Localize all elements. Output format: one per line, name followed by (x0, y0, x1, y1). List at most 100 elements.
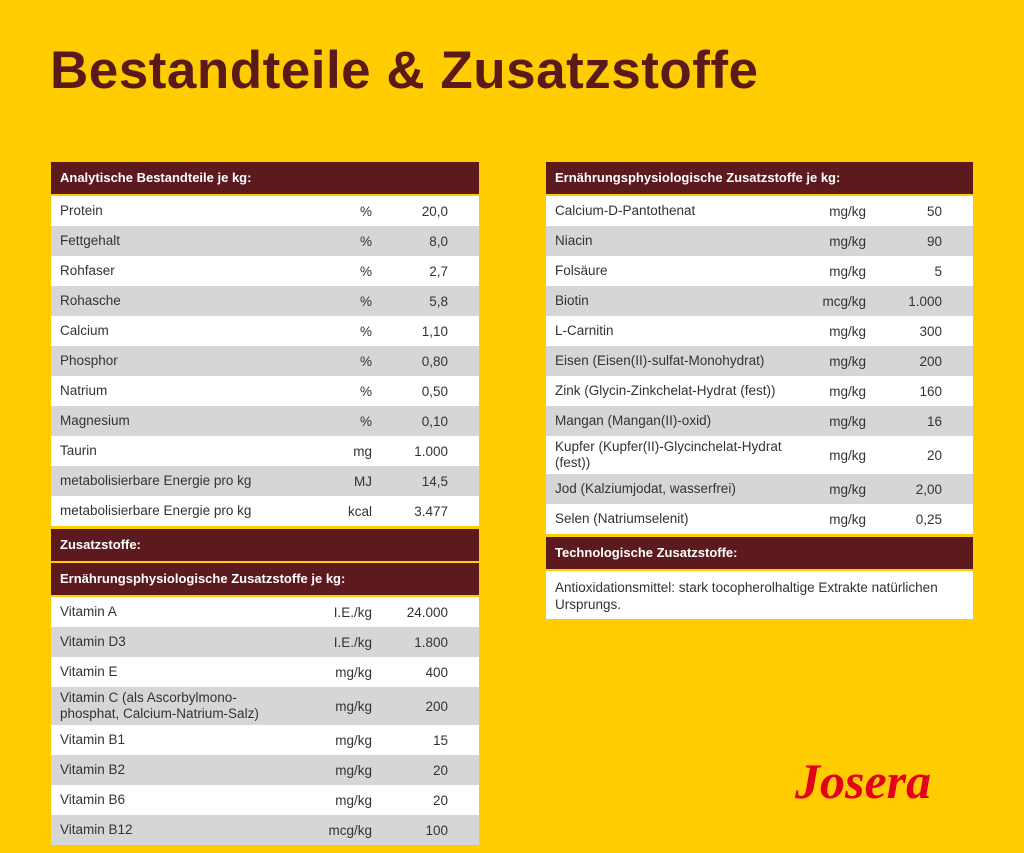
ingredient-name: metabolisierbare Energie pro kg (60, 473, 252, 488)
unit: % (359, 263, 372, 279)
amount: 90 (926, 233, 942, 249)
unit: % (359, 233, 372, 249)
unit: mg/kg (335, 664, 372, 680)
unit: mg/kg (335, 732, 372, 748)
ingredient-name: Vitamin A (60, 604, 117, 619)
unit: % (359, 353, 372, 369)
amount: 0,10 (421, 413, 448, 429)
amount: 2,00 (915, 481, 942, 497)
table-row: Vitamin A I.E./kg 24.000 (51, 597, 479, 627)
unit: % (359, 323, 372, 339)
table-row: metabolisierbare Energie pro kg kcal 3.477 (51, 496, 479, 526)
table-row: Rohfaser% 2,7 (51, 256, 479, 286)
section-header: Technologische Zusatzstoffe: (546, 537, 973, 569)
table-row: Selen (Natriumselenit) mg/kg 0,25 (546, 504, 973, 534)
table-row: Vitamin B12 mcg/kg 100 (51, 815, 479, 845)
amount: 20,0 (421, 203, 448, 219)
unit: mcg/kg (822, 293, 866, 309)
amount: 20 (926, 447, 942, 463)
section-header: Analytische Bestandteile je kg: (51, 162, 479, 194)
table-body: Calcium-D-Pantothenat mg/kg 50 Niacin mg/kg 9… (546, 196, 973, 534)
ingredient-name: Vitamin B2 (60, 762, 126, 777)
ingredient-name: Vitamin E (60, 664, 118, 679)
amount: 8,0 (429, 233, 448, 249)
table-row: Calcium-D-Pantothenat mg/kg 50 (546, 196, 973, 226)
amount: 15 (432, 732, 448, 748)
section-text: Antioxidationsmittel: stark tocopherolha… (546, 571, 973, 619)
table-body: Protein% 20,0 Fettgehalt% 8,0 Rohfaser% 2,7 Ro… (51, 196, 479, 526)
ingredient-name: Jod (Kalziumjodat, wasserfrei) (555, 481, 736, 496)
table-row: Rohasche% 5,8 (51, 286, 479, 316)
table-row: Kupfer (Kupfer(II)-Glycinchelat-Hydrat (… (546, 436, 973, 474)
unit: mg/kg (829, 353, 866, 369)
unit: mg/kg (335, 792, 372, 808)
table-row: L-Carnitin mg/kg 300 (546, 316, 973, 346)
amount: 5,8 (429, 293, 448, 309)
table-row: Phosphor% 0,80 (51, 346, 479, 376)
ingredient-name: Zink (Glycin-Zinkchelat-Hydrat (fest)) (555, 383, 776, 398)
amount: 5 (934, 263, 942, 279)
unit: I.E./kg (333, 604, 372, 620)
ingredient-name: Vitamin C (als Ascorbylmono-phosphat, Ca… (60, 690, 259, 721)
table-row: Vitamin E mg/kg 400 (51, 657, 479, 687)
logo: Josera (795, 753, 932, 809)
section-header: Zusatzstoffe: (51, 529, 479, 561)
amount: 20 (432, 762, 448, 778)
table-body: Vitamin A I.E./kg 24.000 Vitamin D3 I.E./kg 1… (51, 597, 479, 845)
left-column: Analytische Bestandteile je kg: Protein% 2… (51, 162, 479, 845)
table-row: Fettgehalt% 8,0 (51, 226, 479, 256)
unit: mg/kg (335, 698, 372, 714)
unit: I.E./kg (333, 634, 372, 650)
ingredient-name: Eisen (Eisen(II)-sulfat-Monohydrat) (555, 353, 765, 368)
table-row: Natrium% 0,50 (51, 376, 479, 406)
table-row: Eisen (Eisen(II)-sulfat-Monohydrat) mg/kg… (546, 346, 973, 376)
section-header: Ernährungsphysiologische Zusatzstoffe je… (51, 563, 479, 595)
ingredient-name: Vitamin B12 (60, 822, 133, 837)
table-row: Vitamin C (als Ascorbylmono-phosphat, Ca… (51, 687, 479, 725)
ingredient-name: Magnesium (60, 413, 130, 428)
ingredient-name: Mangan (Mangan(II)-oxid) (555, 413, 712, 428)
ingredient-name: Folsäure (555, 263, 608, 278)
unit: % (359, 413, 372, 429)
unit: mg/kg (829, 263, 866, 279)
page-title: Bestandteile & Zusatzstoffe (50, 41, 759, 100)
ingredient-name: metabolisierbare Energie pro kg (60, 503, 252, 518)
section-header: Ernährungsphysiologische Zusatzstoffe je… (546, 162, 973, 194)
unit: % (359, 293, 372, 309)
ingredient-name: Rohasche (60, 293, 121, 308)
ingredient-name: Vitamin B1 (60, 732, 126, 747)
amount: 3.477 (414, 503, 448, 519)
amount: 160 (919, 383, 942, 399)
ingredient-name: Rohfaser (60, 263, 115, 278)
amount: 0,25 (915, 511, 942, 527)
table-row: Calcium% 1,10 (51, 316, 479, 346)
amount: 200 (425, 698, 448, 714)
amount: 20 (432, 792, 448, 808)
table-row: Protein% 20,0 (51, 196, 479, 226)
ingredient-name: Natrium (60, 383, 108, 398)
unit: % (359, 383, 372, 399)
amount: 16 (926, 413, 942, 429)
amount: 2,7 (429, 263, 448, 279)
table-row: metabolisierbare Energie pro kg MJ 14,5 (51, 466, 479, 496)
amount: 24.000 (406, 604, 448, 620)
unit: mg/kg (829, 233, 866, 249)
unit: kcal (347, 503, 372, 519)
amount: 400 (425, 664, 448, 680)
unit: mg (353, 443, 372, 459)
amount: 300 (919, 323, 942, 339)
ingredient-name: Calcium (60, 323, 109, 338)
ingredient-name: Vitamin D3 (60, 634, 126, 649)
amount: 14,5 (421, 473, 448, 489)
ingredient-name: Niacin (555, 233, 593, 248)
table-row: Biotin mcg/kg 1.000 (546, 286, 973, 316)
table-row: Vitamin B1 mg/kg 15 (51, 725, 479, 755)
table-row: Jod (Kalziumjodat, wasserfrei) mg/kg 2,00 (546, 474, 973, 504)
ingredient-name: L-Carnitin (555, 323, 614, 338)
amount: 1.800 (414, 634, 448, 650)
ingredient-name: Selen (Natriumselenit) (555, 511, 689, 526)
ingredient-name: Calcium-D-Pantothenat (555, 203, 696, 218)
amount: 200 (919, 353, 942, 369)
unit: mcg/kg (328, 822, 372, 838)
